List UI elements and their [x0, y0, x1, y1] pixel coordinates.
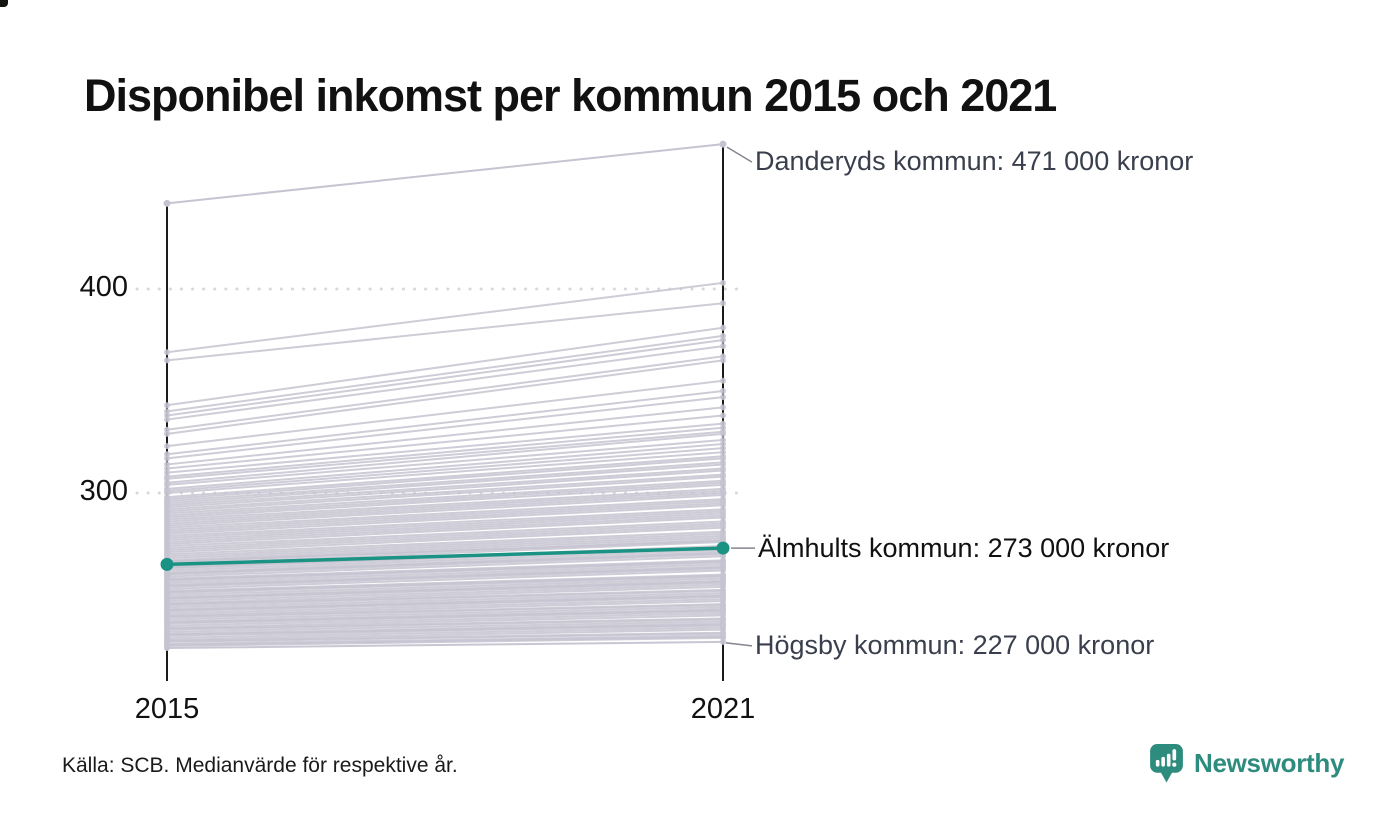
newsworthy-logo[interactable]: Newsworthy: [1148, 743, 1344, 784]
x-axis-label-2015: 2015: [134, 693, 200, 725]
page-title: Disponibel inkomst per kommun 2015 och 2…: [84, 70, 1057, 121]
source-note: Källa: SCB. Medianvärde för respektive å…: [62, 754, 458, 777]
x-axis-label-2021: 2021: [690, 693, 756, 725]
newsworthy-logo-text: Newsworthy: [1194, 748, 1345, 778]
annotation-danderyd: Danderyds kommun: 471 000 kronor: [755, 146, 1194, 176]
y-axis-tick-400: 400: [79, 271, 128, 303]
annotation-almhult-highlight: Älmhults kommun: 273 000 kronor: [758, 533, 1170, 563]
annotation-hogsby: Högsby kommun: 227 000 kronor: [755, 630, 1155, 660]
y-axis-tick-300: 300: [79, 475, 128, 507]
newsworthy-logo-icon: [1150, 744, 1183, 783]
corner-mark: [0, 0, 8, 7]
